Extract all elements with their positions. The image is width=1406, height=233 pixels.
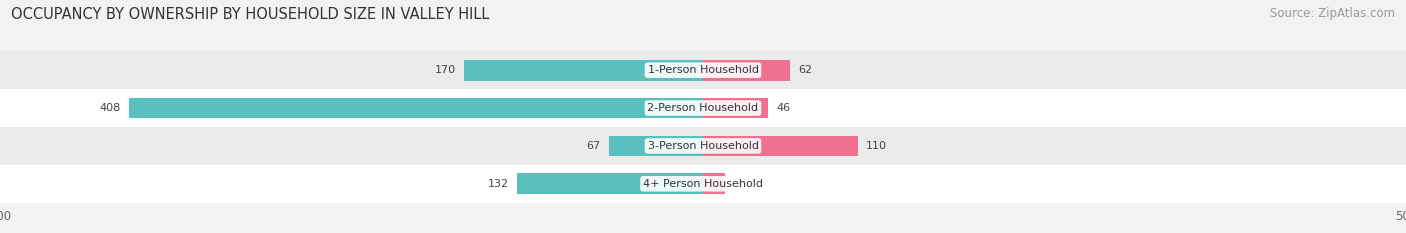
Text: OCCUPANCY BY OWNERSHIP BY HOUSEHOLD SIZE IN VALLEY HILL: OCCUPANCY BY OWNERSHIP BY HOUSEHOLD SIZE…	[11, 7, 489, 22]
Bar	[0, 127, 1406, 165]
Bar	[703, 173, 725, 194]
Text: 170: 170	[434, 65, 456, 75]
Text: 1-Person Household: 1-Person Household	[648, 65, 758, 75]
Bar	[703, 136, 858, 156]
Bar	[517, 173, 703, 194]
Bar	[129, 98, 703, 118]
Bar	[703, 98, 768, 118]
Text: 46: 46	[776, 103, 790, 113]
Bar	[0, 89, 1406, 127]
Bar	[0, 165, 1406, 203]
Text: 408: 408	[100, 103, 121, 113]
Text: 3-Person Household: 3-Person Household	[648, 141, 758, 151]
Text: 16: 16	[734, 179, 748, 189]
Text: 2-Person Household: 2-Person Household	[647, 103, 759, 113]
Text: 62: 62	[799, 65, 813, 75]
Bar	[609, 136, 703, 156]
Text: 4+ Person Household: 4+ Person Household	[643, 179, 763, 189]
Bar	[703, 60, 790, 81]
Text: 132: 132	[488, 179, 509, 189]
Text: 67: 67	[586, 141, 600, 151]
Text: Source: ZipAtlas.com: Source: ZipAtlas.com	[1270, 7, 1395, 20]
Bar	[0, 51, 1406, 89]
Bar	[464, 60, 703, 81]
Text: 110: 110	[866, 141, 887, 151]
